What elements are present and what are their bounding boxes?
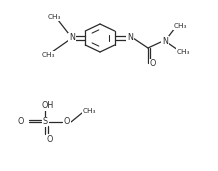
Text: N: N	[162, 36, 168, 45]
Text: O: O	[18, 117, 24, 127]
Text: CH₃: CH₃	[176, 49, 190, 55]
Text: CH₃: CH₃	[47, 14, 61, 20]
Text: O: O	[64, 117, 70, 127]
Text: CH₃: CH₃	[173, 23, 187, 29]
Text: CH₃: CH₃	[82, 108, 96, 114]
Text: N: N	[127, 34, 133, 43]
Text: CH₃: CH₃	[41, 52, 55, 58]
Text: N: N	[69, 34, 75, 43]
Text: O: O	[47, 135, 53, 143]
Text: OH: OH	[42, 102, 54, 110]
Text: S: S	[43, 117, 48, 127]
Text: O: O	[150, 60, 156, 69]
